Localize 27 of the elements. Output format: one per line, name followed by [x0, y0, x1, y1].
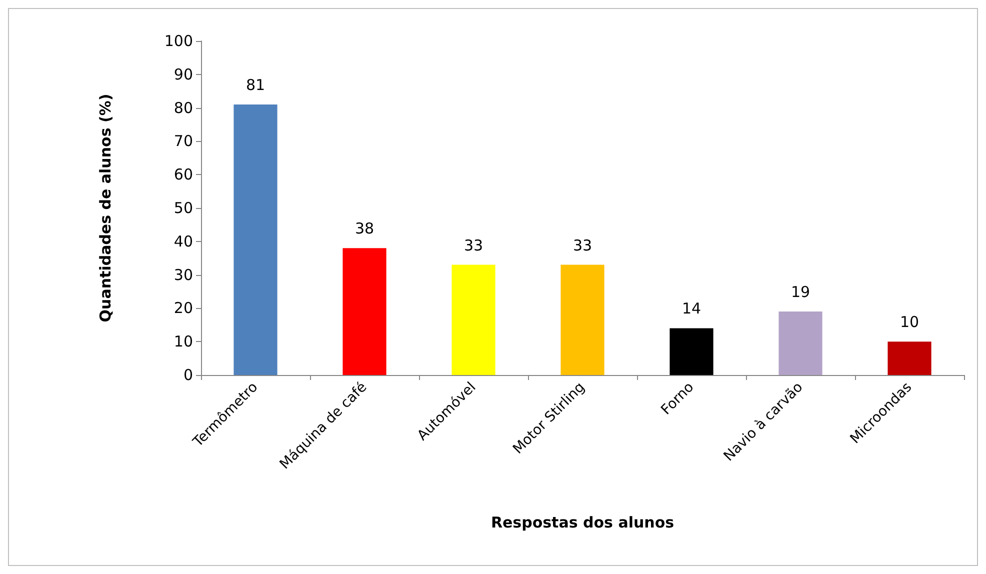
bar	[234, 104, 278, 375]
y-tick-label: 40	[174, 232, 193, 250]
bar	[778, 312, 822, 375]
data-label: 19	[790, 283, 810, 302]
y-tick-label: 100	[164, 32, 193, 50]
data-label: 38	[354, 220, 374, 238]
y-tick-label: 80	[174, 98, 193, 117]
bar	[670, 328, 714, 375]
bar	[888, 342, 932, 375]
bar	[342, 248, 386, 375]
y-tick-label: 30	[174, 266, 193, 284]
y-axis-title: Quantidades de alunos (%)	[96, 94, 114, 322]
data-label: 33	[572, 236, 592, 254]
y-tick-label: 10	[174, 332, 193, 351]
data-label: 33	[464, 236, 484, 254]
y-tick-label: 0	[183, 366, 193, 384]
x-axis-title: Respostas dos alunos	[490, 514, 674, 532]
data-label: 81	[246, 76, 266, 94]
y-tick-label: 20	[174, 299, 193, 318]
y-tick-label: 70	[174, 132, 193, 150]
data-label: 14	[682, 300, 702, 318]
data-label: 10	[900, 313, 920, 332]
y-tick-label: 60	[174, 166, 193, 184]
y-tick-label: 50	[174, 199, 193, 217]
y-tick-label: 90	[174, 65, 193, 84]
bar	[560, 264, 604, 375]
bar	[452, 264, 496, 375]
